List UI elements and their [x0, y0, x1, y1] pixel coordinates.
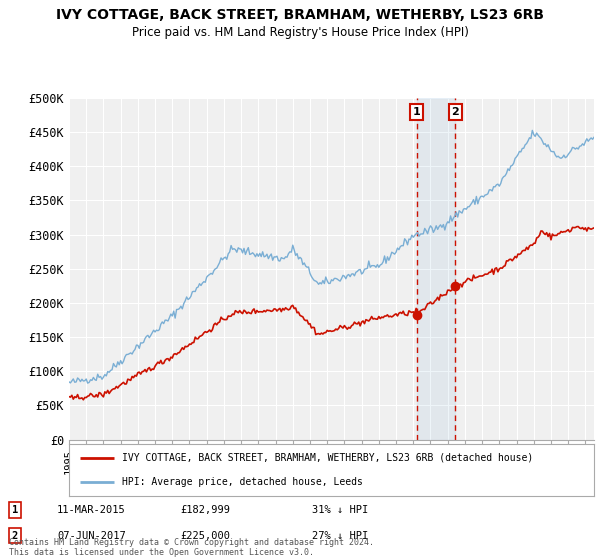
- Text: 2: 2: [12, 530, 18, 540]
- Text: 07-JUN-2017: 07-JUN-2017: [57, 530, 126, 540]
- Text: £225,000: £225,000: [180, 530, 230, 540]
- Text: £182,999: £182,999: [180, 505, 230, 515]
- Text: HPI: Average price, detached house, Leeds: HPI: Average price, detached house, Leed…: [121, 477, 362, 487]
- Text: Contains HM Land Registry data © Crown copyright and database right 2024.
This d: Contains HM Land Registry data © Crown c…: [9, 538, 374, 557]
- Text: 11-MAR-2015: 11-MAR-2015: [57, 505, 126, 515]
- Text: Price paid vs. HM Land Registry's House Price Index (HPI): Price paid vs. HM Land Registry's House …: [131, 26, 469, 39]
- Text: IVY COTTAGE, BACK STREET, BRAMHAM, WETHERBY, LS23 6RB: IVY COTTAGE, BACK STREET, BRAMHAM, WETHE…: [56, 8, 544, 22]
- Text: 1: 1: [413, 107, 421, 117]
- Text: 27% ↓ HPI: 27% ↓ HPI: [312, 530, 368, 540]
- Text: 1: 1: [12, 505, 18, 515]
- Bar: [416, 98, 455, 440]
- Text: 31% ↓ HPI: 31% ↓ HPI: [312, 505, 368, 515]
- Text: 2: 2: [451, 107, 459, 117]
- Text: IVY COTTAGE, BACK STREET, BRAMHAM, WETHERBY, LS23 6RB (detached house): IVY COTTAGE, BACK STREET, BRAMHAM, WETHE…: [121, 452, 533, 463]
